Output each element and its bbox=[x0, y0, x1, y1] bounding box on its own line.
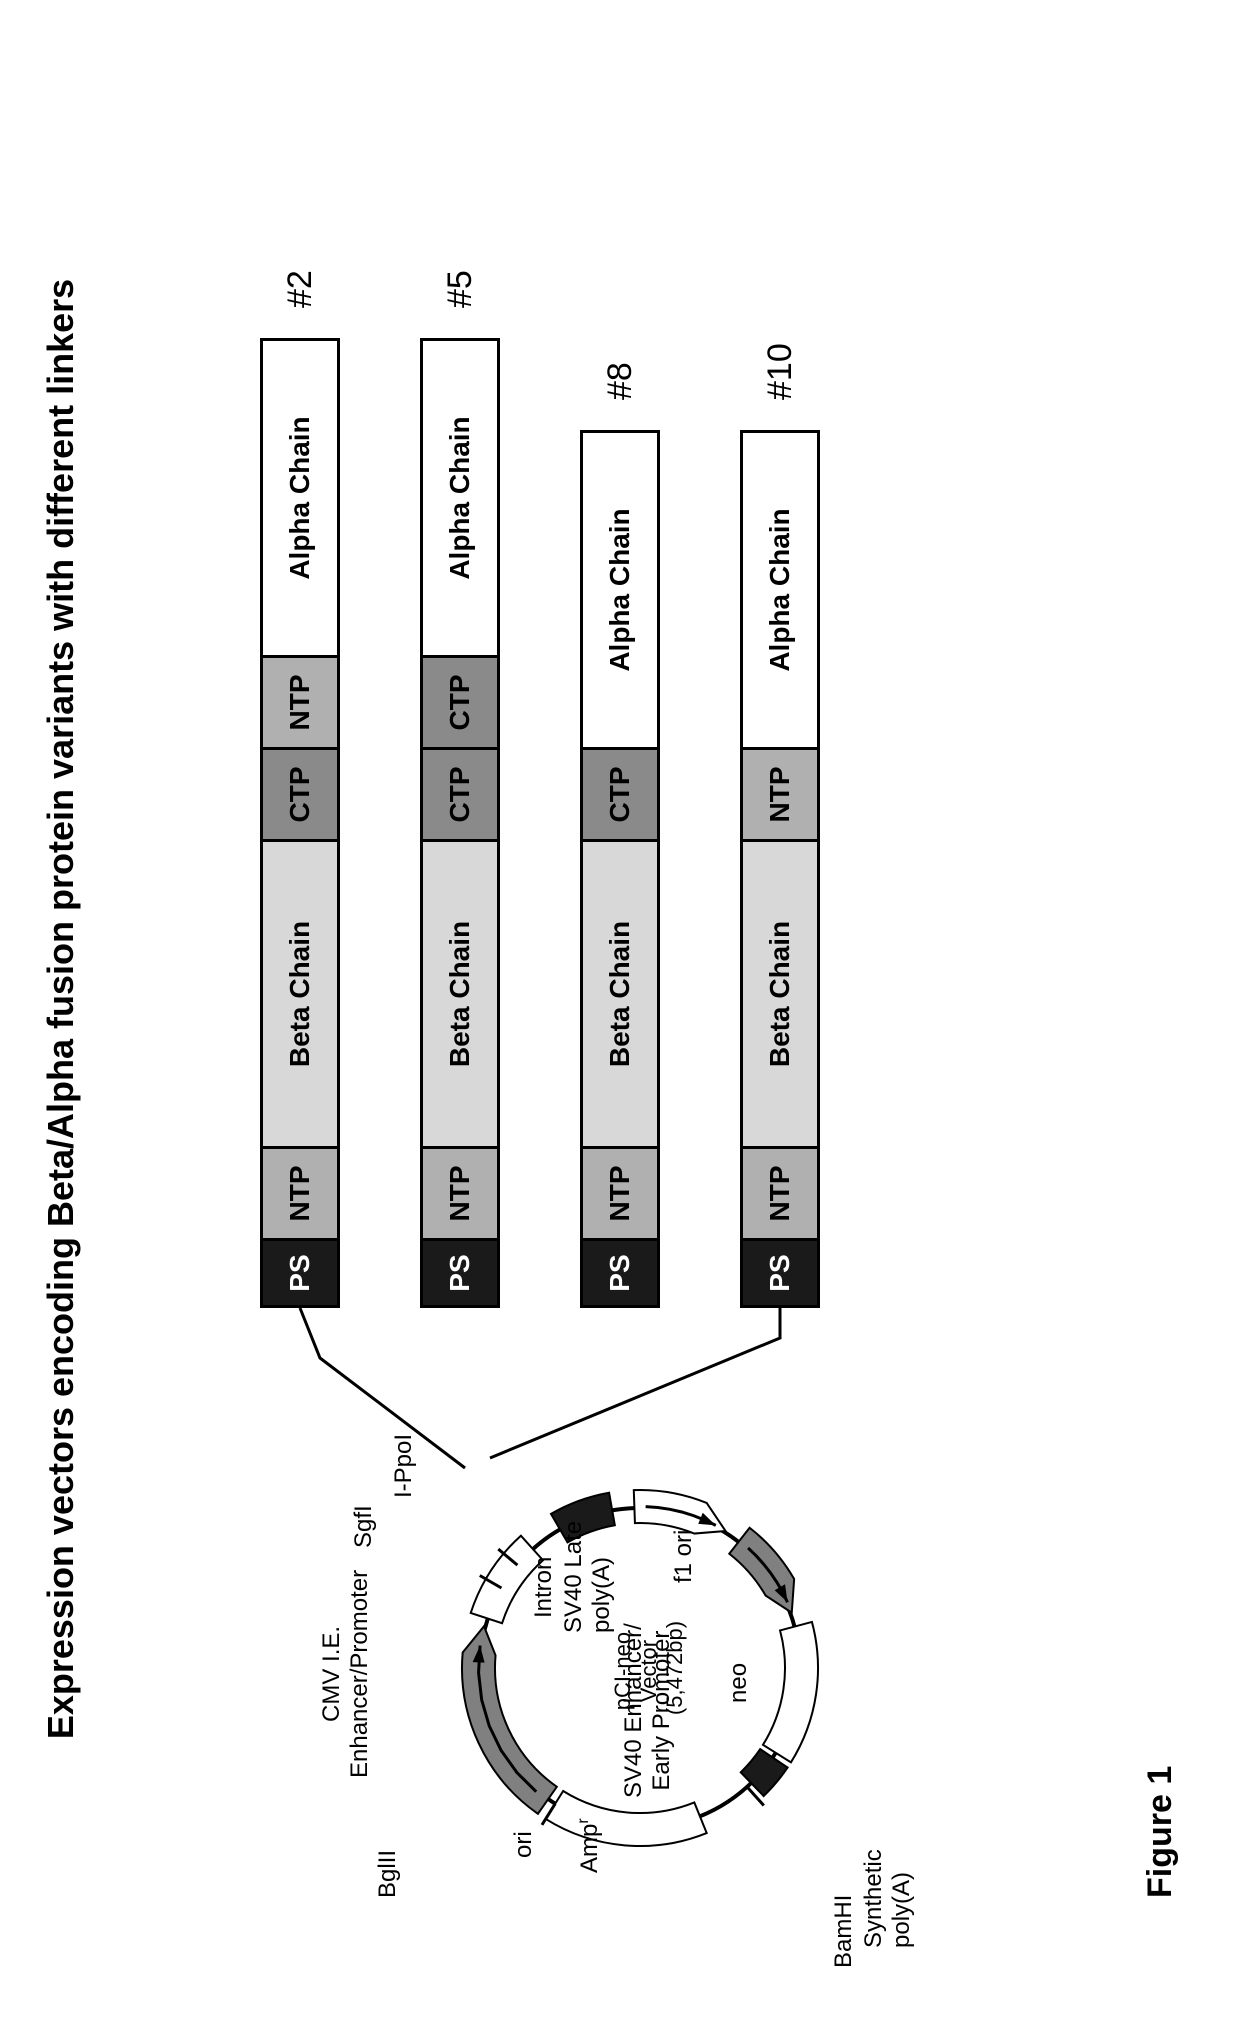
label-f1ori: f1 ori bbox=[670, 1530, 698, 1583]
segment-ctp: CTP bbox=[260, 747, 340, 842]
segment-ntp: NTP bbox=[740, 1146, 820, 1241]
construct-row: PSNTPBeta ChainNTPAlpha Chain#10 bbox=[740, 108, 820, 1308]
segment-ctp: CTP bbox=[420, 747, 500, 842]
segment-ps: PS bbox=[420, 1238, 500, 1308]
segment-ntp: NTP bbox=[260, 655, 340, 750]
segment-beta: Beta Chain bbox=[580, 839, 660, 1149]
figure-title: Expression vectors encoding Beta/Alpha f… bbox=[40, 0, 82, 2018]
construct-row: PSNTPBeta ChainCTPAlpha Chain #8 bbox=[580, 108, 660, 1308]
construct-row: PSNTPBeta ChainCTPNTPAlpha Chain#2 bbox=[260, 108, 340, 1308]
segment-ctp: CTP bbox=[420, 655, 500, 750]
construct-row: PSNTPBeta ChainCTPCTPAlpha Chain#5 bbox=[420, 108, 500, 1308]
label-sv40late: SV40 Late poly(A) bbox=[560, 1521, 616, 1633]
segment-ps: PS bbox=[260, 1238, 340, 1308]
segment-ntp: NTP bbox=[260, 1146, 340, 1241]
segment-beta: Beta Chain bbox=[740, 839, 820, 1149]
figure-caption: Figure 1 bbox=[1141, 1766, 1180, 1898]
segment-beta: Beta Chain bbox=[260, 839, 340, 1149]
label-ippoi: I-PpoI bbox=[390, 1434, 418, 1498]
segment-alpha_long: Alpha Chain bbox=[420, 338, 500, 658]
label-sv40enh: SV40 Enhancer/ Early Promoter bbox=[620, 1623, 676, 1798]
label-sgfi: SgfI bbox=[350, 1505, 378, 1548]
segment-alpha_short: Alpha Chain bbox=[740, 430, 820, 750]
segment-beta: Beta Chain bbox=[420, 839, 500, 1149]
plasmid-map: pCI-neo Vector (5,472bp) BglII CMV I.E. … bbox=[380, 1408, 900, 1928]
construct-id-label: #10 bbox=[761, 343, 800, 400]
label-bamhi: BamHI bbox=[830, 1895, 858, 1968]
segment-ctp: CTP bbox=[580, 747, 660, 842]
segment-ntp: NTP bbox=[580, 1146, 660, 1241]
label-ampr: Ampr bbox=[575, 1818, 604, 1873]
segment-ps: PS bbox=[580, 1238, 660, 1308]
segment-ntp: NTP bbox=[740, 747, 820, 842]
label-bglii: BglII bbox=[374, 1850, 402, 1898]
construct-id-label: #5 bbox=[441, 270, 480, 308]
segment-alpha_long: Alpha Chain bbox=[260, 338, 340, 658]
construct-list: PSNTPBeta ChainCTPNTPAlpha Chain#2PSNTPB… bbox=[260, 108, 900, 1308]
construct-id-label: #2 bbox=[281, 270, 320, 308]
label-ori: ori bbox=[510, 1831, 538, 1858]
label-synpolyA: Synthetic poly(A) bbox=[860, 1849, 916, 1948]
segment-ntp: NTP bbox=[420, 1146, 500, 1241]
construct-id-label: #8 bbox=[601, 362, 640, 400]
segment-alpha_short: Alpha Chain bbox=[580, 430, 660, 750]
label-intron: Intron bbox=[530, 1557, 558, 1618]
label-cmv: CMV I.E. Enhancer/Promoter bbox=[318, 1570, 374, 1778]
segment-ps: PS bbox=[740, 1238, 820, 1308]
label-neo: neo bbox=[725, 1663, 753, 1703]
